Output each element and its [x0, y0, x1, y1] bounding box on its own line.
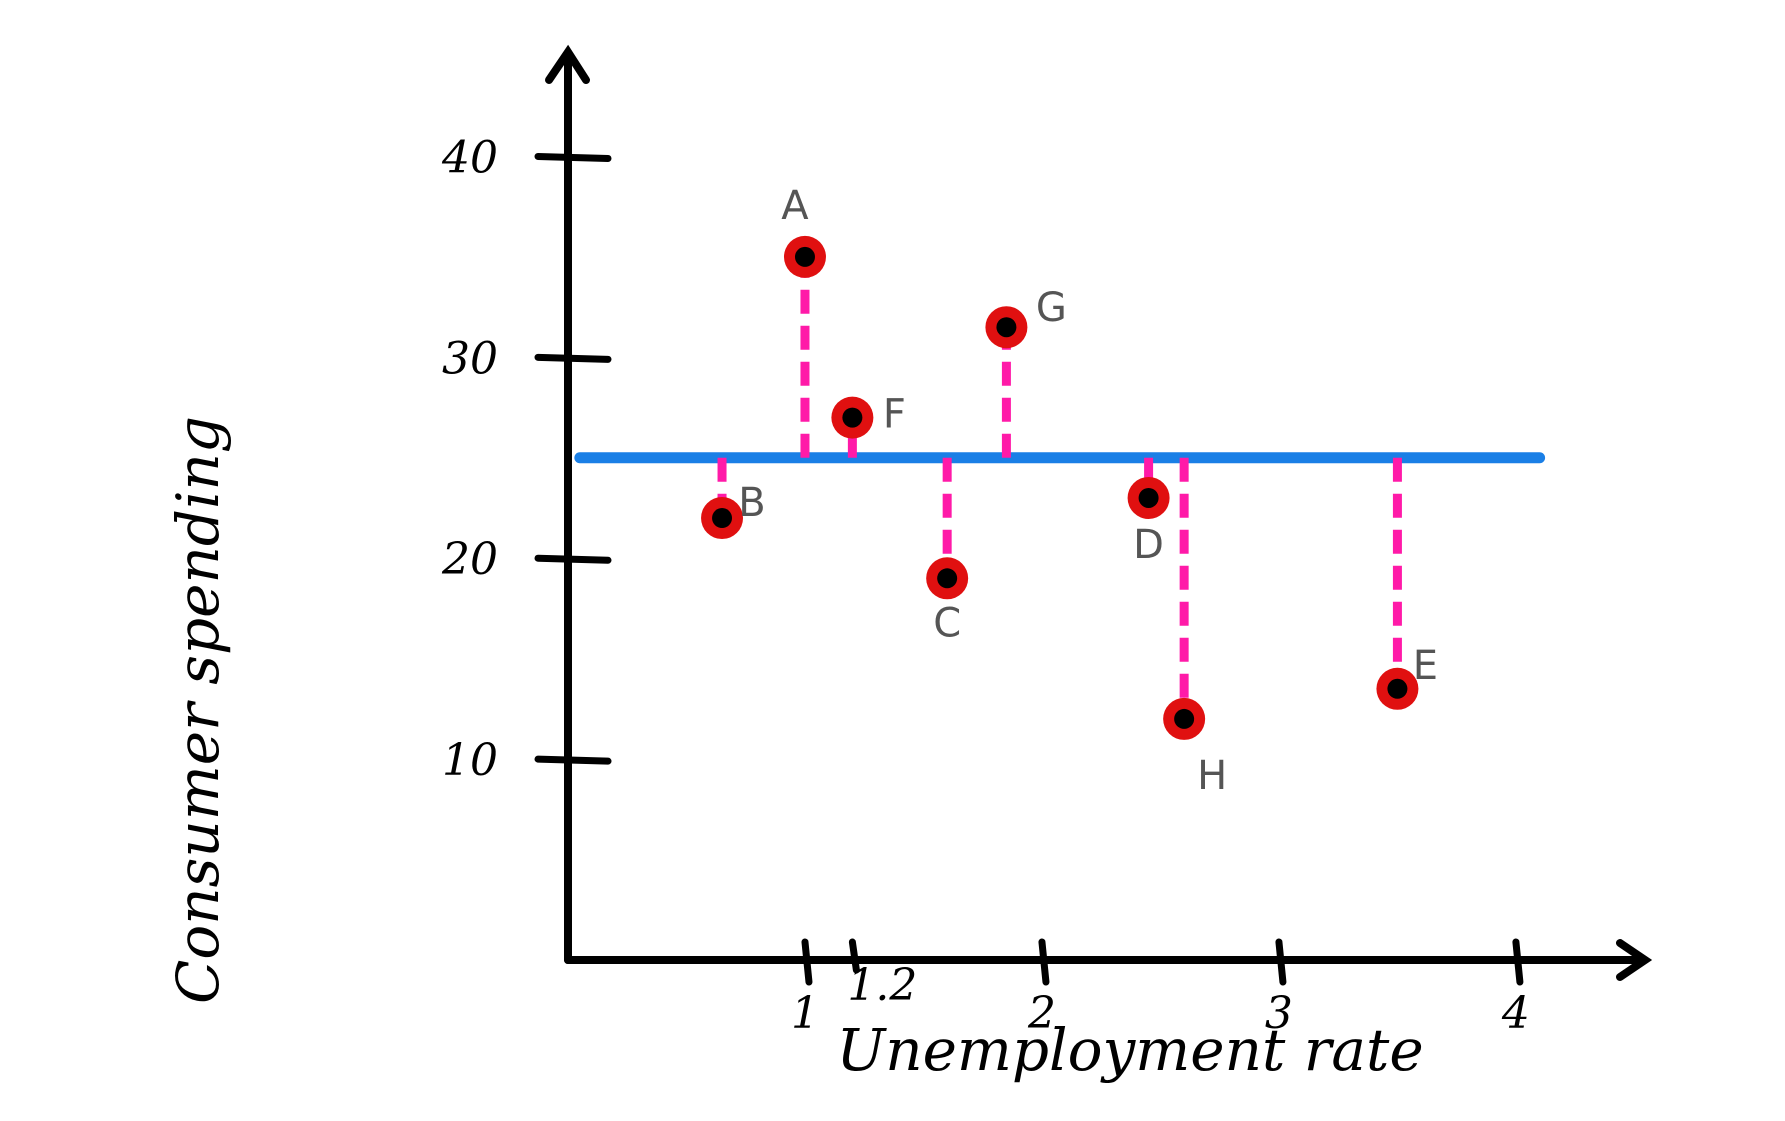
x-ticks: 1 1.2 2 3 4	[791, 938, 1530, 1039]
y-tick-label: 30	[442, 333, 498, 384]
data-point-core	[996, 317, 1017, 338]
data-point-core	[842, 407, 863, 428]
data-point-core	[937, 568, 958, 589]
y-tick-label: 40	[441, 132, 498, 183]
y-ticks: 10 20 30 40	[441, 132, 612, 786]
y-tick-mark	[534, 755, 612, 765]
point-label: G	[1036, 285, 1067, 331]
data-point-core	[1138, 487, 1159, 508]
x-tick-label: 4	[1501, 988, 1530, 1039]
x-tick-mark	[1038, 938, 1050, 986]
point-label: A	[781, 183, 809, 229]
x-tick-label: 2	[1027, 988, 1056, 1039]
axes	[545, 44, 1653, 981]
point-label: E	[1413, 643, 1438, 689]
x-tick-label: 1.2	[847, 960, 917, 1011]
x-tick-mark	[848, 938, 860, 974]
x-tick-mark	[801, 938, 813, 986]
x-axis-arrowhead	[1616, 939, 1653, 981]
y-tick-label: 10	[442, 735, 498, 786]
x-tick-mark	[1512, 938, 1524, 986]
data-point-core	[1387, 678, 1408, 699]
residual-lines	[717, 256, 1402, 719]
y-tick-mark	[534, 353, 612, 363]
y-axis-arrowhead	[545, 44, 590, 84]
y-tick-mark	[534, 554, 612, 564]
data-point-core	[794, 246, 815, 267]
point-label: D	[1133, 522, 1164, 568]
y-tick-label: 20	[441, 534, 498, 585]
point-label: C	[933, 600, 961, 646]
data-point-core	[712, 508, 733, 529]
point-label: F	[883, 392, 906, 438]
x-tick-label: 1	[791, 988, 819, 1039]
y-axis-title: Consumer spending	[164, 416, 232, 1004]
x-tick-label: 3	[1265, 988, 1293, 1039]
x-tick-mark	[1275, 938, 1287, 986]
point-label: H	[1197, 753, 1227, 799]
y-tick-mark	[534, 152, 612, 162]
data-point-core	[1174, 708, 1195, 729]
data-points: A B F C G D H E	[701, 183, 1438, 799]
point-label: B	[738, 480, 765, 526]
x-axis-title: Unemployment rate	[836, 1016, 1423, 1084]
